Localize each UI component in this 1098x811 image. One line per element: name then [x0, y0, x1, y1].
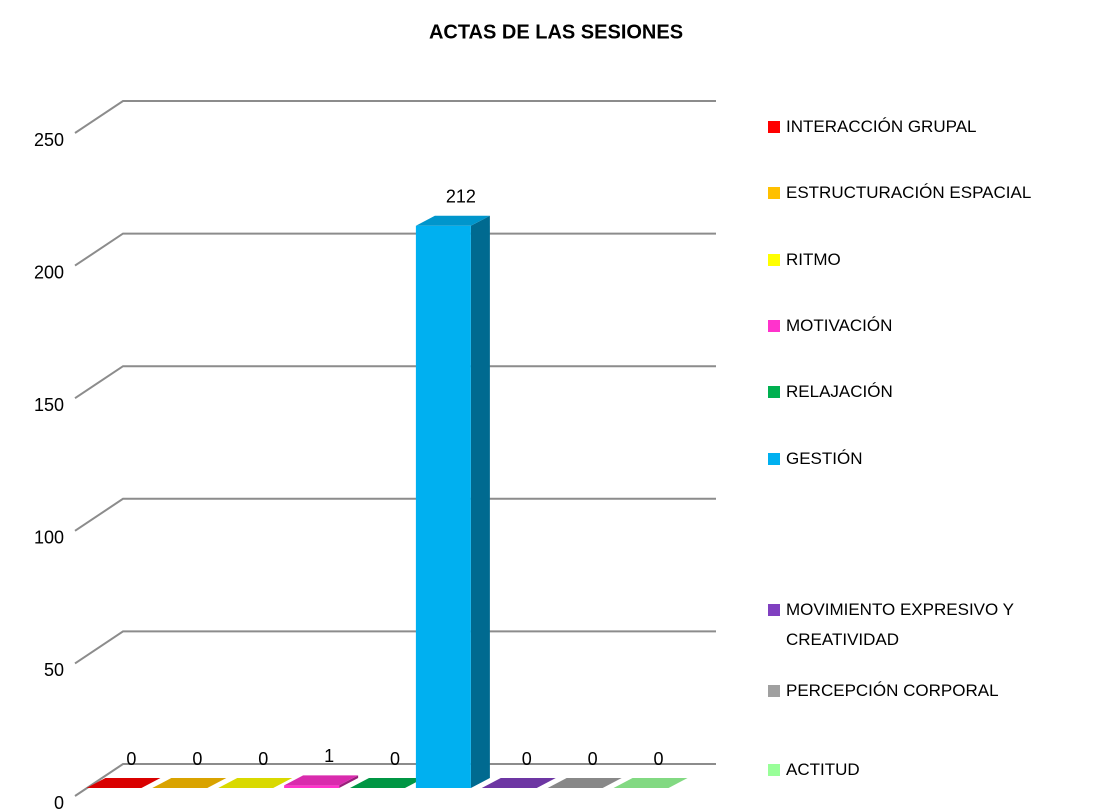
legend-label: INTERACCIÓN GRUPAL: [786, 117, 977, 136]
legend-item: RELAJACIÓN: [768, 377, 1086, 407]
bar-top: [481, 778, 556, 788]
legend-label: MOVIMIENTO EXPRESIVO Y CREATIVIDAD: [786, 600, 1014, 649]
grid-line: [74, 365, 716, 400]
y-tick-label: 250: [34, 130, 64, 150]
grid-line: [74, 232, 716, 267]
legend-label: GESTIÓN: [786, 449, 863, 468]
data-label: 0: [654, 749, 664, 769]
bar-top: [613, 778, 688, 788]
legend-swatch: [768, 685, 780, 697]
data-label: 0: [588, 749, 598, 769]
data-label: 0: [192, 749, 202, 769]
legend-swatch: [768, 254, 780, 266]
legend-item: ESTRUCTURACIÓN ESPACIAL: [768, 178, 1086, 208]
bar-top: [218, 778, 293, 788]
data-label: 0: [126, 749, 136, 769]
y-tick-label: 50: [44, 660, 64, 680]
data-label: 212: [446, 187, 476, 207]
legend-item: INTERACCIÓN GRUPAL: [768, 112, 1086, 142]
bar-top: [350, 778, 424, 788]
legend: INTERACCIÓN GRUPAL ESTRUCTURACIÓN ESPACIA…: [768, 0, 1098, 811]
legend-swatch: [768, 453, 780, 465]
legend-item: MOTIVACIÓN: [768, 311, 1086, 341]
bar: [415, 225, 471, 788]
grid-line: [74, 630, 716, 665]
grid-line: [74, 763, 716, 797]
data-label: 0: [522, 749, 532, 769]
legend-swatch: [768, 386, 780, 398]
bar-top: [415, 215, 490, 226]
bar-side: [339, 775, 359, 788]
legend-swatch: [768, 764, 780, 776]
y-tick-label: 100: [34, 528, 64, 548]
legend-label: RELAJACIÓN: [786, 382, 893, 401]
legend-label: RITMO: [786, 250, 841, 269]
bar: [284, 785, 340, 788]
legend-item: RITMO: [768, 245, 1086, 275]
chart-title: ACTAS DE LAS SESIONES: [429, 21, 683, 43]
legend-label: MOTIVACIÓN: [786, 316, 893, 335]
y-tick-label: 0: [54, 793, 64, 811]
legend-item: MOVIMIENTO EXPRESIVO Y CREATIVIDAD: [768, 595, 1086, 655]
legend-label: PERCEPCIÓN CORPORAL: [786, 681, 999, 700]
bar-top: [152, 778, 227, 788]
bar-top: [547, 778, 622, 788]
bar-top: [284, 775, 359, 786]
legend-swatch: [768, 320, 780, 332]
bar-side: [470, 215, 490, 788]
legend-swatch: [768, 121, 780, 133]
data-label: 1: [324, 746, 334, 766]
data-label: 0: [390, 749, 400, 769]
bar-top: [86, 778, 161, 788]
legend-swatch: [768, 604, 780, 616]
legend-label: ESTRUCTURACIÓN ESPACIAL: [786, 183, 1032, 202]
grid-line: [74, 497, 716, 532]
y-tick-label: 150: [34, 395, 64, 415]
y-tick-label: 200: [34, 262, 64, 282]
legend-swatch: [768, 187, 780, 199]
data-label: 0: [258, 749, 268, 769]
legend-item: PERCEPCIÓN CORPORAL: [768, 676, 1086, 706]
legend-item: ACTITUD: [768, 755, 1086, 785]
legend-label: ACTITUD: [786, 760, 860, 779]
grid-line: [74, 100, 716, 134]
legend-item: GESTIÓN: [768, 444, 1086, 474]
